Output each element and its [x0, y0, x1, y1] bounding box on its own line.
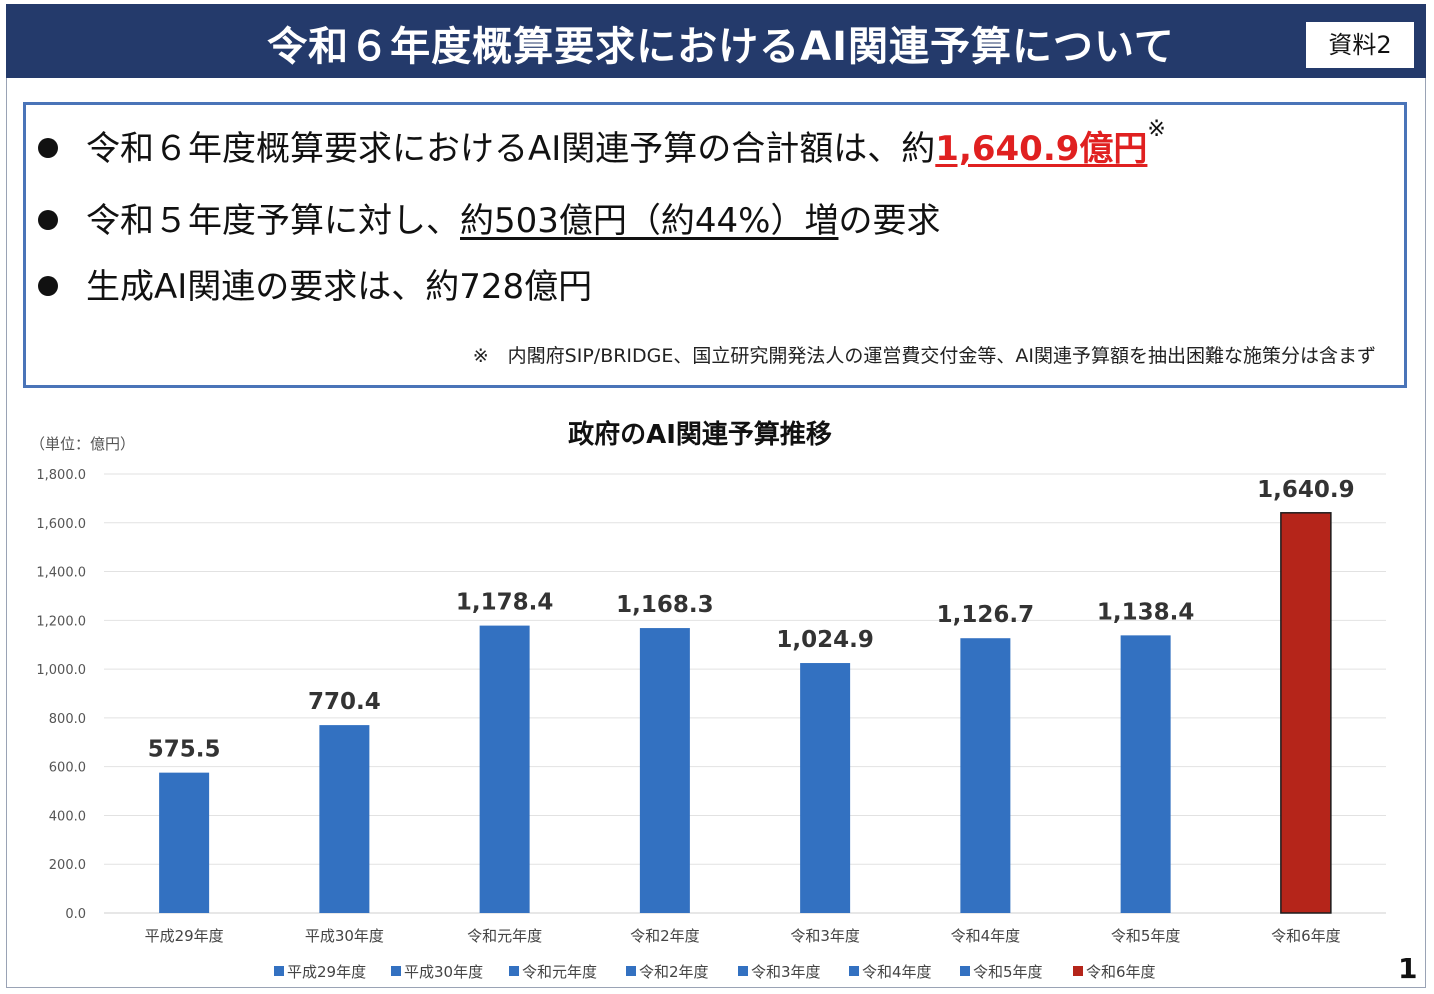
legend-entry: 令和4年度 [862, 963, 932, 981]
y-tick-label: 1,000.0 [36, 663, 86, 678]
legend-entry: 令和3年度 [751, 963, 821, 981]
bar [1280, 512, 1332, 914]
bar [639, 628, 690, 913]
legend-entry: 令和6年度 [1086, 963, 1156, 981]
unit-label: （単位：億円） [30, 435, 136, 453]
legend-swatch [274, 966, 284, 976]
header-bar: 令和６年度概算要求におけるAI関連予算について 資料2 [6, 4, 1426, 78]
y-tick-label: 400.0 [49, 809, 86, 824]
legend-swatch [509, 966, 519, 976]
legend-swatch [1073, 966, 1083, 976]
y-tick-label: 600.0 [49, 761, 86, 776]
category-label: 令和元年度 [467, 927, 542, 945]
legend-swatch [849, 966, 859, 976]
category-label: 平成29年度 [145, 927, 224, 945]
y-tick-label: 1,200.0 [36, 614, 86, 629]
y-tick-label: 1,600.0 [36, 517, 86, 532]
summary-box: 令和６年度概算要求におけるAI関連予算の合計額は、約1,640.9億円※ 令和５… [23, 102, 1407, 388]
page-title: 令和６年度概算要求におけるAI関連予算について [267, 24, 1175, 70]
document-label-badge: 資料2 [1305, 21, 1415, 69]
chart-title: 政府のAI関連予算推移 [568, 420, 832, 450]
y-tick-label: 1,400.0 [36, 566, 86, 581]
data-label: 770.4 [308, 689, 381, 715]
bullet-dot-icon [38, 275, 58, 296]
legend-swatch [738, 966, 748, 976]
increase-amount: 約503億円（約44%）増 [460, 201, 839, 241]
data-label: 1,138.4 [1097, 599, 1195, 625]
legend-swatch [960, 966, 970, 976]
legend-entry: 平成29年度 [287, 963, 366, 981]
legend-swatch [626, 966, 636, 976]
y-tick-label: 800.0 [49, 712, 86, 727]
bar [319, 725, 370, 913]
data-label: 1,168.3 [616, 592, 714, 618]
category-label: 令和3年度 [790, 927, 860, 945]
bar [1120, 635, 1171, 913]
legend-entry: 令和2年度 [639, 963, 709, 981]
footnote-mark: ※ [1147, 117, 1166, 142]
bar [159, 772, 210, 913]
data-label: 1,640.9 [1257, 477, 1355, 503]
summary-bullet-total: 令和６年度概算要求におけるAI関連予算の合計額は、約1,640.9億円※ [38, 117, 1166, 170]
y-tick-label: 200.0 [49, 858, 86, 873]
data-label: 1,178.4 [456, 590, 554, 616]
legend-swatch [391, 966, 401, 976]
bullet-dot-icon [38, 209, 58, 230]
bullet3-text: 生成AI関連の要求は、約728億円 [86, 267, 593, 307]
bar [800, 663, 851, 913]
category-label: 令和4年度 [951, 927, 1021, 945]
bar [960, 638, 1011, 913]
summary-bullet-increase: 令和５年度予算に対し、約503億円（約44%）増の要求 [38, 193, 940, 242]
data-label: 1,024.9 [776, 627, 874, 653]
legend-entry: 平成30年度 [404, 963, 483, 981]
legend-entry: 令和元年度 [522, 963, 597, 981]
page-number: 1 [1398, 952, 1418, 985]
footnote: ※ 内閣府SIP/BRIDGE、国立研究開発法人の運営費交付金等、AI関連予算額… [472, 345, 1376, 367]
category-label: 令和2年度 [630, 927, 700, 945]
category-label: 平成30年度 [305, 927, 384, 945]
y-tick-label: 0.0 [65, 907, 86, 922]
bullet2-prefix: 令和５年度予算に対し、 [86, 201, 460, 241]
category-label: 令和5年度 [1111, 927, 1181, 945]
bullet1-text: 令和６年度概算要求におけるAI関連予算の合計額は、約 [86, 129, 936, 169]
data-label: 1,126.7 [937, 602, 1035, 628]
bullet2-suffix: の要求 [838, 201, 941, 241]
bar [479, 625, 530, 913]
data-label: 575.5 [148, 737, 221, 763]
legend-entry: 令和5年度 [973, 963, 1043, 981]
bullet-dot-icon [38, 137, 58, 158]
total-amount-highlight: 1,640.9億円 [935, 129, 1148, 169]
category-label: 令和6年度 [1271, 927, 1341, 945]
y-tick-label: 1,800.0 [36, 468, 86, 483]
summary-bullet-generative-ai: 生成AI関連の要求は、約728億円 [38, 259, 592, 308]
